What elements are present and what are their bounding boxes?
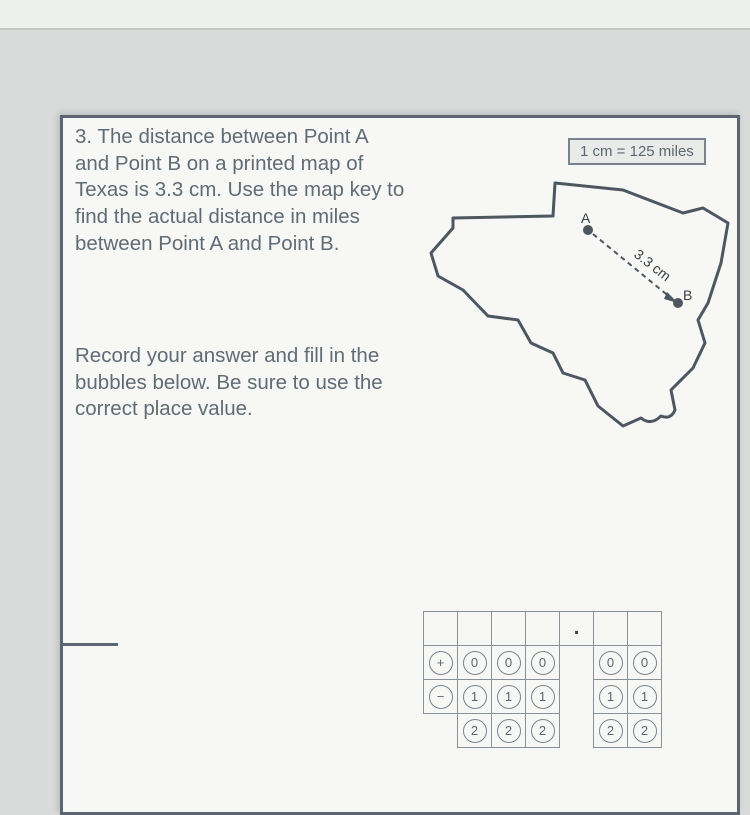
digit-bubble[interactable]: 0 <box>463 651 487 675</box>
digit-bubble[interactable]: 2 <box>633 719 657 743</box>
sign-minus-bubble[interactable]: − <box>429 685 453 709</box>
map-scale-key: 1 cm = 125 miles <box>568 138 706 165</box>
entry-cell[interactable] <box>594 612 628 646</box>
sign-plus-bubble[interactable]: + <box>429 651 453 675</box>
bubble-row: + 0 0 0 0 0 <box>424 646 662 680</box>
digit-bubble[interactable]: 2 <box>599 719 623 743</box>
digit-bubble[interactable]: 0 <box>599 651 623 675</box>
digit-bubble[interactable]: 1 <box>463 685 487 709</box>
digit-bubble[interactable]: 1 <box>633 685 657 709</box>
digit-bubble[interactable]: 1 <box>599 685 623 709</box>
bubble-row: 2 2 2 2 2 <box>424 714 662 748</box>
entry-cell[interactable] <box>526 612 560 646</box>
entry-cell[interactable] <box>492 612 526 646</box>
digit-bubble[interactable]: 1 <box>531 685 555 709</box>
point-a-label: A <box>581 210 591 226</box>
digit-bubble[interactable]: 2 <box>497 719 521 743</box>
digit-bubble[interactable]: 2 <box>463 719 487 743</box>
browser-top-band <box>0 0 750 30</box>
decimal-cell: . <box>560 612 594 646</box>
instruction-text: Record your answer and fill in the bubbl… <box>75 343 405 423</box>
digit-bubble[interactable]: 0 <box>633 651 657 675</box>
distance-label: 3.3 cm <box>631 246 674 284</box>
bubble-row: − 1 1 1 1 1 <box>424 680 662 714</box>
entry-cell[interactable] <box>628 612 662 646</box>
digit-bubble[interactable]: 0 <box>531 651 555 675</box>
point-a-dot <box>583 225 593 235</box>
entry-cell[interactable] <box>458 612 492 646</box>
point-b-label: B <box>683 287 692 303</box>
worksheet-page: 3. The distance between Point A and Poin… <box>60 115 740 815</box>
digit-bubble[interactable]: 1 <box>497 685 521 709</box>
digit-bubble[interactable]: 0 <box>497 651 521 675</box>
entry-cell[interactable] <box>424 612 458 646</box>
horizontal-divider-line <box>60 643 118 646</box>
digit-bubble[interactable]: 2 <box>531 719 555 743</box>
stage: 3. The distance between Point A and Poin… <box>0 30 750 750</box>
texas-map: A B 3.3 cm <box>423 168 743 468</box>
texas-outline <box>431 183 728 426</box>
answer-bubble-grid: . + 0 0 0 0 0 − 1 1 1 <box>423 611 662 748</box>
question-text: 3. The distance between Point A and Poin… <box>75 124 405 257</box>
vertical-divider-line <box>60 643 63 780</box>
entry-row: . <box>424 612 662 646</box>
